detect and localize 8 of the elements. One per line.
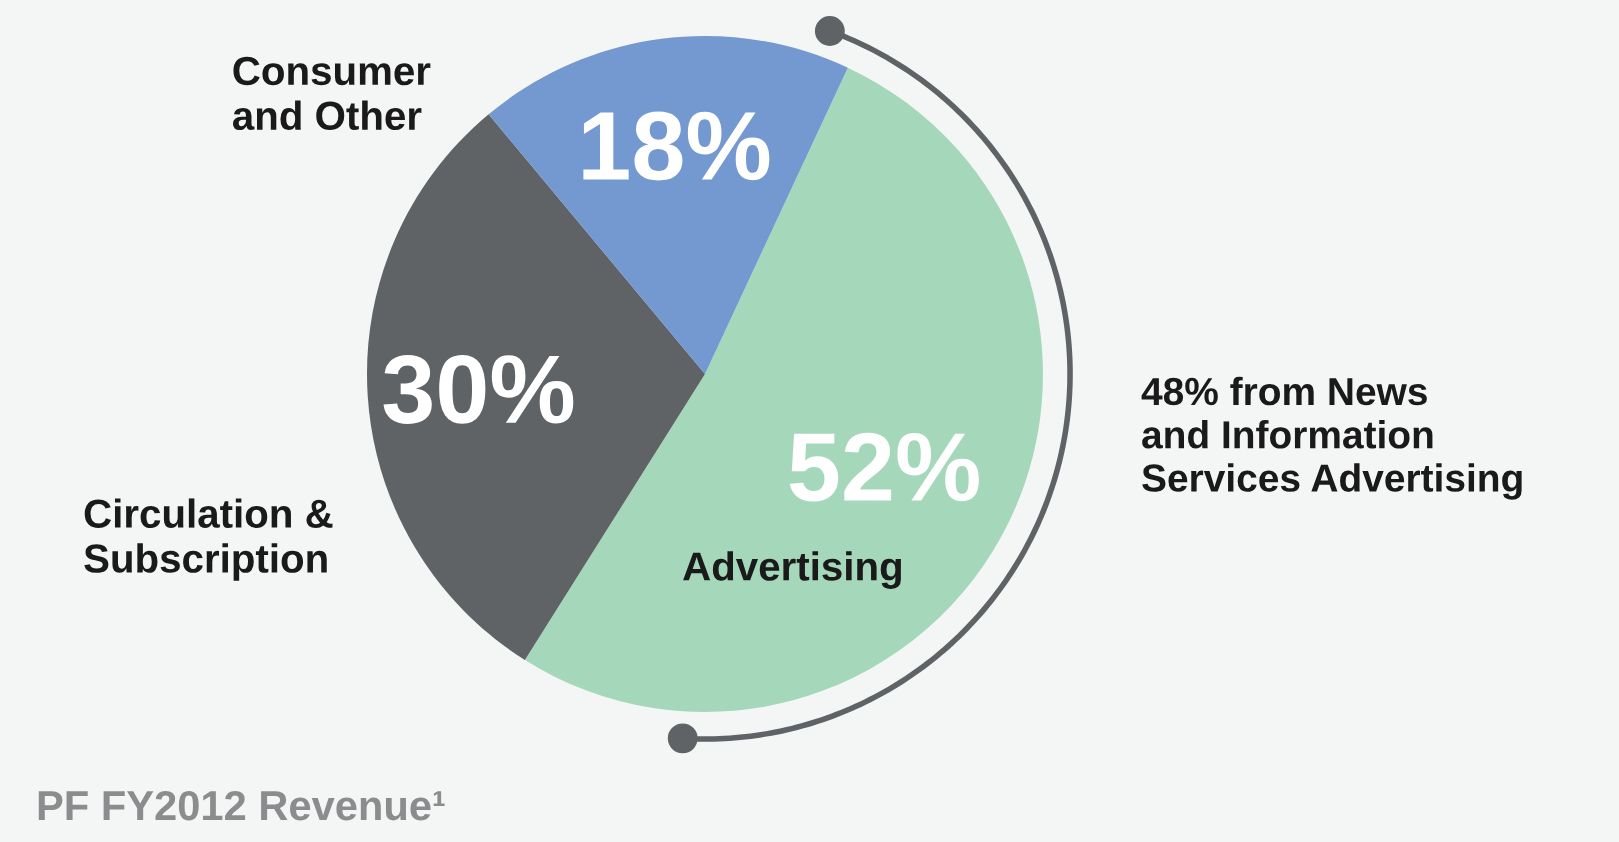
text: 48% from News and Information Services Advertising [1141,376,1522,500]
slice-label: Circulation & Subscription [84,498,333,581]
data-label: 18% [583,111,770,181]
text: PF FY2012 Revenue¹ [38,790,445,821]
data-label: 30% [383,354,574,424]
slice-label: Consumer and Other [232,56,431,131]
slice-label: Advertising [683,551,901,589]
data-label: 52% [789,432,979,502]
